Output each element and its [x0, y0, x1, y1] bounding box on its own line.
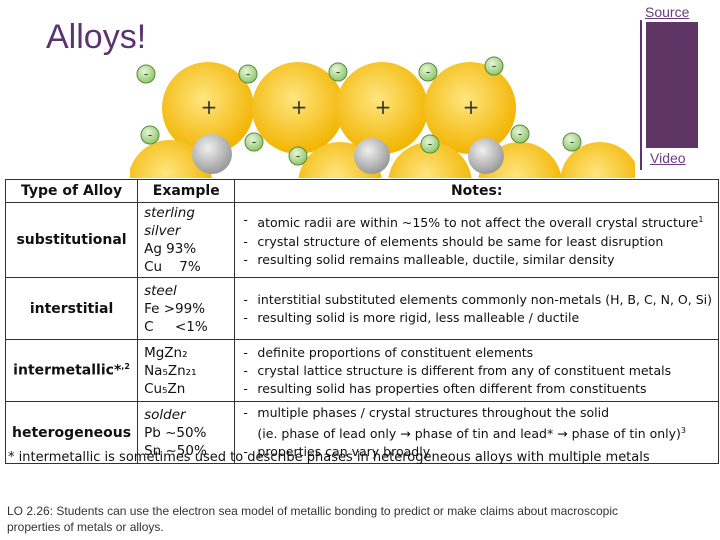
list-item: multiple phases / crystal structures thr…: [241, 404, 712, 422]
example-cell: sterling silver Ag 93% Cu 7%: [137, 202, 236, 278]
notes-cell: interstitial substituted elements common…: [234, 277, 719, 340]
notes-cell: atomic radii are within ~15% to not affe…: [234, 202, 719, 278]
positive-charge-label: +: [463, 95, 480, 119]
svg-text:-: -: [518, 127, 522, 141]
metal-cation: [130, 140, 212, 178]
svg-text:-: -: [492, 59, 496, 73]
example-cell: MgZn₂ Na₅Zn₂₁ Cu₅Zn: [137, 339, 236, 402]
alloy-type-cell: intermetallic*,2: [4, 339, 139, 402]
substituted-atom: [468, 138, 504, 174]
electron: -: [328, 62, 348, 82]
list-item: (ie. phase of lead only → phase of tin a…: [257, 425, 687, 442]
metal-cation: [560, 142, 635, 178]
svg-text:-: -: [296, 149, 300, 163]
alloy-type-cell: interstitial: [4, 277, 139, 340]
list-item: atomic radii are within ~15% to not affe…: [241, 211, 712, 232]
svg-text:-: -: [246, 67, 250, 81]
column-header-notes: Notes:: [234, 179, 719, 203]
table-row: interstitial steel Fe >99% C <1% interst…: [4, 277, 719, 340]
electron: -: [510, 124, 530, 144]
table-row: heterogeneous solder Pb ~50% Sn ~50% mul…: [4, 401, 719, 464]
metal-cation: [424, 62, 516, 154]
list-item: properties can vary broadly: [241, 443, 712, 461]
svg-text:-: -: [426, 65, 430, 79]
metal-cation: [388, 142, 472, 178]
notes-cell: multiple phases / crystal structures thr…: [234, 401, 719, 464]
electron: -: [484, 56, 504, 76]
electron: -: [140, 125, 160, 145]
electron: -: [136, 64, 156, 84]
column-header-example: Example: [137, 179, 236, 203]
metal-cation: [162, 62, 254, 154]
table-header-row: Type of Alloy Example Notes:: [4, 179, 719, 203]
table-row: substitutional sterling silver Ag 93% Cu…: [4, 202, 719, 278]
sidebar-accent-box: [646, 22, 698, 148]
svg-text:-: -: [570, 135, 574, 149]
list-item: interstitial substituted elements common…: [241, 291, 712, 309]
electron: -: [244, 132, 264, 152]
svg-text:-: -: [148, 128, 152, 142]
positive-charge-label: +: [375, 95, 392, 119]
list-item: resulting solid is more rigid, less mall…: [241, 309, 712, 327]
source-link[interactable]: Source: [645, 4, 690, 20]
svg-text:-: -: [144, 67, 148, 81]
example-cell: solder Pb ~50% Sn ~50%: [137, 401, 236, 464]
metal-cation: [336, 62, 428, 154]
electron: -: [562, 132, 582, 152]
substituted-atom: [192, 134, 232, 174]
notes-cell: definite proportions of constituent elem…: [234, 339, 719, 402]
table-footnote: * intermetallic is sometimes used to des…: [8, 450, 650, 465]
sidebar-accent-line: [640, 20, 642, 170]
table-row: intermetallic*,2 MgZn₂ Na₅Zn₂₁ Cu₅Zn def…: [4, 339, 719, 402]
column-header-type: Type of Alloy: [4, 179, 139, 203]
svg-text:-: -: [428, 137, 432, 151]
example-cell: steel Fe >99% C <1%: [137, 277, 236, 340]
electron: -: [288, 146, 308, 166]
list-item: resulting solid remains malleable, ducti…: [241, 251, 712, 269]
alloy-types-table: Type of Alloy Example Notes: substitutio…: [4, 179, 719, 464]
metal-cation: [252, 62, 344, 154]
list-item: resulting solid has properties often dif…: [241, 380, 712, 398]
substituted-atom: [354, 138, 390, 174]
positive-charge-label: +: [291, 95, 308, 119]
video-link[interactable]: Video: [650, 150, 686, 166]
alloy-lattice-illustration: + + + + - - - - - - - - - - -: [130, 56, 635, 178]
slide-title: Alloys!: [46, 18, 147, 56]
alloy-type-cell: heterogeneous: [4, 401, 139, 464]
list-item: crystal structure of elements should be …: [241, 233, 712, 251]
list-item: definite proportions of constituent elem…: [241, 344, 712, 362]
electron: -: [418, 62, 438, 82]
electron: -: [420, 134, 440, 154]
learning-objective: LO 2.26: Students can use the electron s…: [7, 504, 618, 534]
electron: -: [238, 64, 258, 84]
alloy-type-cell: substitutional: [4, 202, 139, 278]
svg-text:-: -: [336, 65, 340, 79]
list-item: crystal lattice structure is different f…: [241, 362, 712, 380]
svg-text:-: -: [252, 135, 256, 149]
positive-charge-label: +: [201, 95, 218, 119]
